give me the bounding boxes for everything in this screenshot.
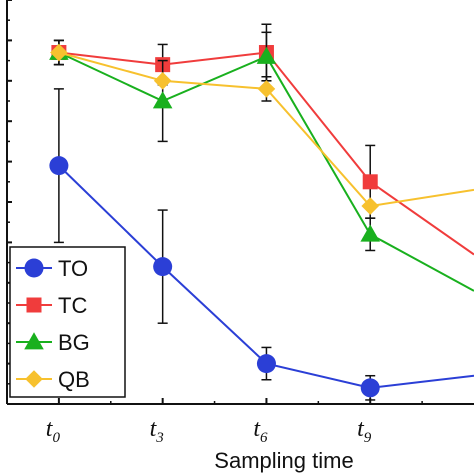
- data-point: [153, 72, 172, 90]
- legend-marker: [25, 370, 43, 388]
- data-point: [49, 156, 69, 176]
- series-layer: [49, 23, 474, 401]
- data-point: [361, 197, 380, 215]
- x-tick-label: t6: [253, 416, 268, 446]
- data-point: [257, 80, 276, 98]
- data-point: [153, 257, 173, 277]
- data-point: [50, 43, 68, 62]
- x-tick-label: t9: [357, 416, 372, 446]
- legend-marker: [24, 332, 44, 350]
- x-tick-label: t0: [46, 416, 61, 446]
- x-tick-label: t3: [150, 416, 164, 446]
- data-point: [256, 46, 277, 64]
- data-point: [360, 224, 380, 242]
- legend-marker: [26, 297, 42, 313]
- legend-label: TC: [58, 293, 87, 318]
- data-point: [360, 378, 380, 398]
- legend: TO TC BG QB: [9, 246, 126, 398]
- legend-label: TO: [58, 256, 88, 281]
- legend-label: QB: [58, 367, 90, 392]
- data-point: [362, 174, 378, 190]
- legend-marker: [24, 258, 44, 278]
- legend-label: BG: [58, 330, 90, 355]
- series-to: [49, 88, 474, 401]
- data-point: [256, 354, 276, 374]
- x-axis-title: Sampling time: [214, 448, 353, 473]
- x-tick-labels: t0 t3 t6 t9: [46, 416, 372, 446]
- data-point: [152, 91, 173, 109]
- series-qb: [50, 39, 474, 215]
